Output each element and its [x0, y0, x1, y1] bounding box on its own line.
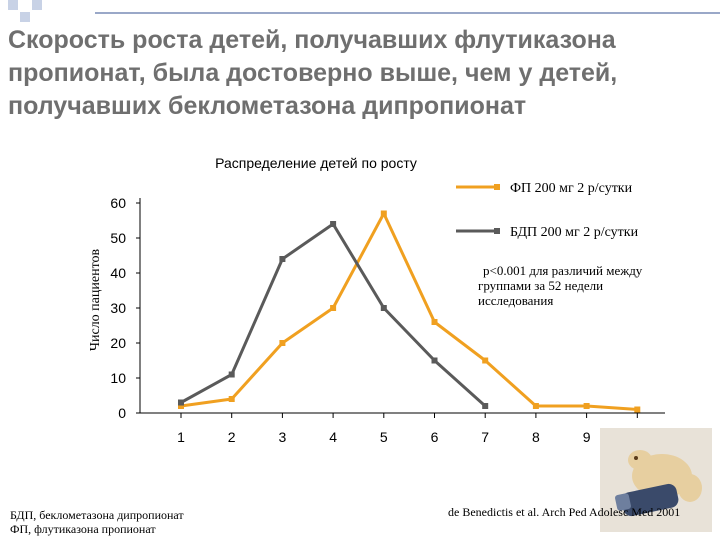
annotation-line: исследования	[478, 293, 553, 308]
x-tick-label: 8	[532, 429, 540, 445]
legend-label: ФП 200 мг 2 р/сутки	[510, 181, 633, 196]
footnote-line: ФП, флутиказона пропионат	[10, 522, 156, 536]
data-point	[279, 256, 286, 262]
inhaler-toy-photo	[600, 428, 712, 532]
x-tick-label: 1	[177, 429, 185, 445]
decorative-squares	[8, 0, 68, 30]
x-tick-label: 7	[481, 429, 489, 445]
data-point	[330, 221, 337, 227]
abbreviations-footnote: БДП, беклометазона дипропионат ФП, флути…	[10, 508, 184, 536]
y-tick-label: 40	[110, 265, 126, 281]
x-tick-label: 5	[380, 429, 388, 445]
footnote-line: БДП, беклометазона дипропионат	[10, 508, 184, 522]
data-point	[431, 357, 438, 364]
legend-label: БДП 200 мг 2 р/сутки	[510, 225, 639, 240]
legend-marker	[494, 184, 500, 190]
data-point	[279, 340, 286, 346]
x-tick-label: 4	[329, 429, 337, 445]
y-axis-label: Число пациентов	[88, 248, 103, 351]
y-tick-label: 0	[118, 405, 126, 421]
data-point	[228, 371, 235, 378]
slide-title-line: Скорость роста детей, получавших флутика…	[8, 26, 616, 54]
x-tick-label: 3	[279, 429, 287, 445]
data-point	[482, 403, 489, 409]
slide-title: Скорость роста детей, получавших флутика…	[8, 24, 713, 123]
x-tick-label: 6	[431, 429, 439, 445]
data-point	[380, 210, 387, 217]
data-point	[380, 305, 387, 311]
series-line-2	[180, 222, 487, 408]
y-tick-label: 30	[110, 300, 126, 316]
data-point	[178, 399, 184, 406]
x-tick-label: 9	[583, 429, 591, 445]
data-point	[634, 406, 641, 413]
data-point	[178, 403, 184, 409]
decorative-rule	[95, 12, 720, 14]
y-tick-label: 20	[110, 335, 126, 351]
annotation-line: p<0.001 для различий между	[483, 263, 643, 278]
x-tick-label: 2	[228, 429, 236, 445]
y-tick-label: 10	[110, 370, 126, 386]
data-point	[330, 305, 337, 311]
slide-title-line: получавших беклометазона дипропионат	[8, 92, 527, 120]
y-tick-label: 60	[110, 195, 126, 211]
data-point	[482, 357, 489, 364]
legend: ФП 200 мг 2 р/сутки БДП 200 мг 2 р/сутки	[456, 181, 639, 240]
chart-title: Распределение детей по росту	[215, 155, 417, 171]
legend-marker	[494, 228, 500, 234]
data-point	[583, 403, 590, 409]
series-line-1	[180, 212, 638, 411]
series-lines	[178, 210, 641, 413]
y-tick-label: 50	[110, 230, 126, 246]
data-point	[431, 319, 438, 325]
citation: de Benedictis et al. Arch Ped Adolesc Me…	[448, 505, 681, 519]
annotation-line: группами за 52 недели	[478, 278, 603, 293]
data-point	[532, 403, 539, 409]
slide-title-line: пропионат, была достоверно выше, чем у д…	[8, 59, 618, 87]
data-point	[228, 396, 235, 402]
